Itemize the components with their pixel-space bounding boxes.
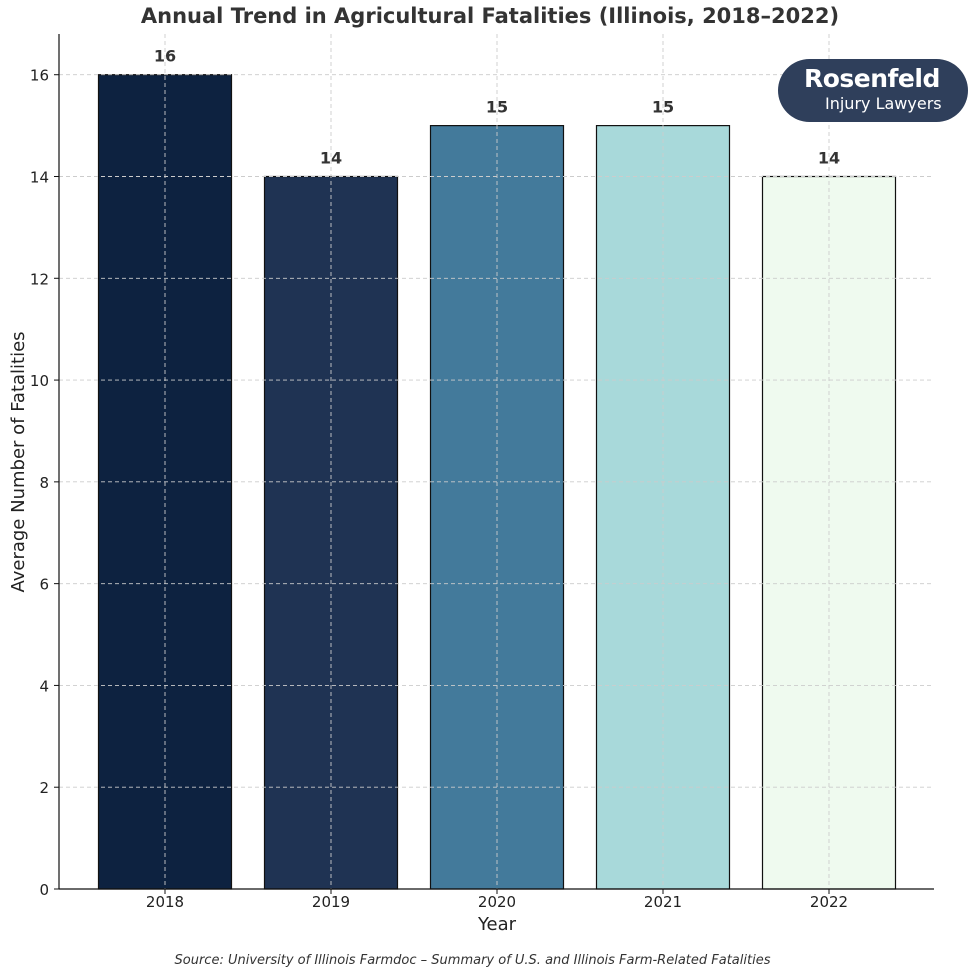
logo-name: Rosenfeld <box>804 64 940 93</box>
data-label-2018: 16 <box>154 47 176 66</box>
data-label-2019: 14 <box>320 149 342 168</box>
x-tick-label-2020: 2020 <box>478 893 516 911</box>
y-tick-label: 4 <box>39 677 49 695</box>
x-axis-title: Year <box>477 914 517 935</box>
y-tick-label: 8 <box>39 474 49 492</box>
y-tick-label: 14 <box>30 169 49 187</box>
y-tick-label: 2 <box>39 779 49 797</box>
y-tick-label: 0 <box>39 881 49 899</box>
data-label-2021: 15 <box>652 98 674 117</box>
x-tick-label-2019: 2019 <box>312 893 350 911</box>
logo-tagline: Injury Lawyers <box>825 94 942 113</box>
data-labels: 16 14 15 15 14 <box>154 47 840 168</box>
y-tick-label: 10 <box>30 372 49 390</box>
chart-title: Annual Trend in Agricultural Fatalities … <box>140 4 840 28</box>
grid <box>59 34 934 889</box>
rosenfeld-logo: Rosenfeld Injury Lawyers <box>778 59 968 122</box>
x-tick-label-2022: 2022 <box>810 893 848 911</box>
x-tick-label-2021: 2021 <box>644 893 682 911</box>
data-label-2022: 14 <box>818 149 840 168</box>
x-tick-label-2018: 2018 <box>146 893 184 911</box>
data-label-2020: 15 <box>486 98 508 117</box>
y-tick-label: 6 <box>39 576 49 594</box>
axes: 0 2 4 6 8 10 12 14 16 2018 2019 2020 2021 2022 <box>30 34 934 911</box>
y-tick-label: 16 <box>30 67 49 85</box>
y-tick-label: 12 <box>30 270 49 288</box>
source-note: Source: University of Illinois Farmdoc –… <box>174 953 771 968</box>
y-axis-title: Average Number of Fatalities <box>8 331 29 592</box>
